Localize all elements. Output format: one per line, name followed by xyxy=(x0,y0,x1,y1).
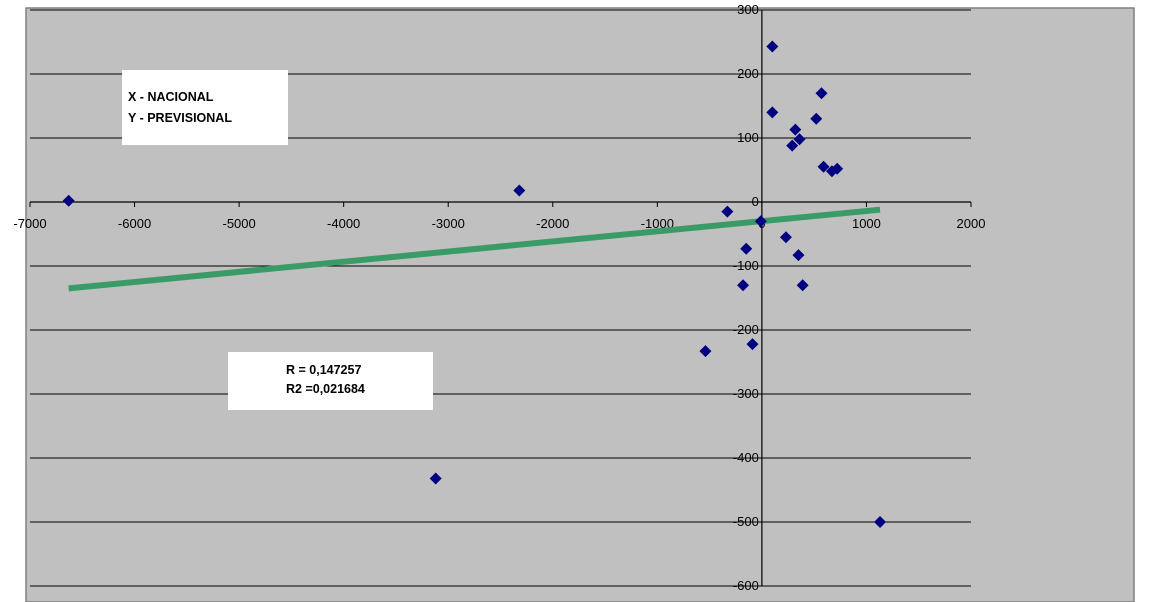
correlation-note-box xyxy=(228,352,433,410)
y-tick-label: 0 xyxy=(752,194,759,209)
variables-note: X - NACIONAL Y - PREVISIONAL xyxy=(122,70,288,145)
x-tick-label: -5000 xyxy=(222,216,255,231)
y-tick-label: -100 xyxy=(733,258,759,273)
y-tick-label: 300 xyxy=(737,2,759,17)
y-tick-label: -400 xyxy=(733,450,759,465)
x-tick-label: -7000 xyxy=(13,216,46,231)
x-tick-label: -2000 xyxy=(536,216,569,231)
variables-note-line-2: Y - PREVISIONAL xyxy=(128,111,232,125)
y-tick-label: -200 xyxy=(733,322,759,337)
x-tick-label: 1000 xyxy=(852,216,881,231)
x-tick-label: -3000 xyxy=(432,216,465,231)
y-tick-label: -600 xyxy=(733,578,759,593)
x-tick-label: -4000 xyxy=(327,216,360,231)
y-tick-label: -500 xyxy=(733,514,759,529)
y-tick-label: 100 xyxy=(737,130,759,145)
y-tick-label: -300 xyxy=(733,386,759,401)
correlation-note-line-2: R2 =0,021684 xyxy=(286,382,365,396)
correlation-note-line-1: R = 0,147257 xyxy=(286,363,361,377)
variables-note-line-1: X - NACIONAL xyxy=(128,90,214,104)
variables-note-box xyxy=(122,70,288,145)
y-tick-label: 200 xyxy=(737,66,759,81)
correlation-note: R = 0,147257 R2 =0,021684 xyxy=(228,352,433,410)
x-tick-label: 2000 xyxy=(957,216,986,231)
x-tick-label: -6000 xyxy=(118,216,151,231)
